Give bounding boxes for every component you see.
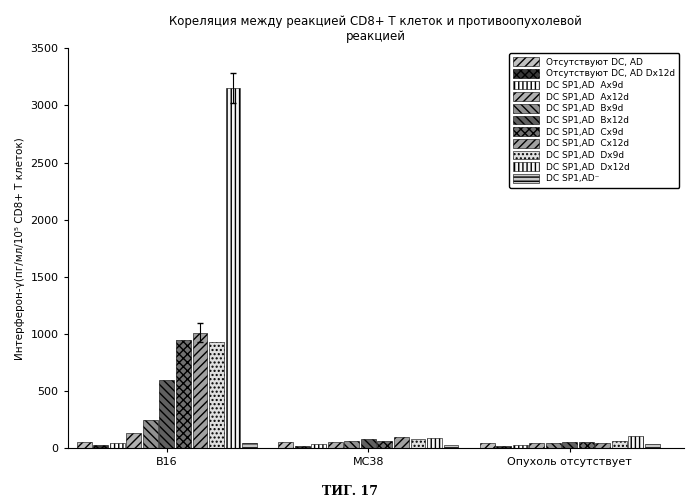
Bar [546,443,561,448]
Bar [377,441,392,448]
Bar [444,445,459,448]
Bar [159,380,174,448]
Bar [612,441,627,448]
Bar [562,442,577,448]
Bar [345,441,359,448]
Bar [176,339,191,448]
Bar [496,446,511,448]
Bar [512,445,528,448]
Text: ΤИГ. 17: ΤИГ. 17 [322,485,377,497]
Bar [579,442,593,448]
Legend: Отсутствуют DC, AD, Отсутствуют DC, AD Dx12d, DC SP1,AD  Ax9d, DC SP1,AD  Ax12d,: Отсутствуют DC, AD, Отсутствуют DC, AD D… [509,53,679,188]
Bar [645,444,660,448]
Bar [226,88,240,448]
Bar [143,419,158,448]
Y-axis label: Интерферон-γ(пг/мл/10⁵ CD8+ Т клеток): Интерферон-γ(пг/мл/10⁵ CD8+ Т клеток) [15,137,25,359]
Bar [361,439,376,448]
Bar [77,442,92,448]
Bar [529,443,544,448]
Bar [192,332,208,448]
Title: Кореляция между реакцией CD8+ Т клеток и противоопухолевой
реакцией: Кореляция между реакцией CD8+ Т клеток и… [169,15,582,43]
Bar [295,446,310,448]
Bar [311,444,326,448]
Bar [242,443,257,448]
Bar [596,443,610,448]
Bar [394,437,409,448]
Bar [427,438,442,448]
Bar [110,443,124,448]
Bar [209,342,224,448]
Bar [94,445,108,448]
Bar [628,436,643,448]
Bar [127,433,141,448]
Bar [328,442,343,448]
Bar [278,442,293,448]
Bar [480,443,494,448]
Bar [410,439,426,448]
